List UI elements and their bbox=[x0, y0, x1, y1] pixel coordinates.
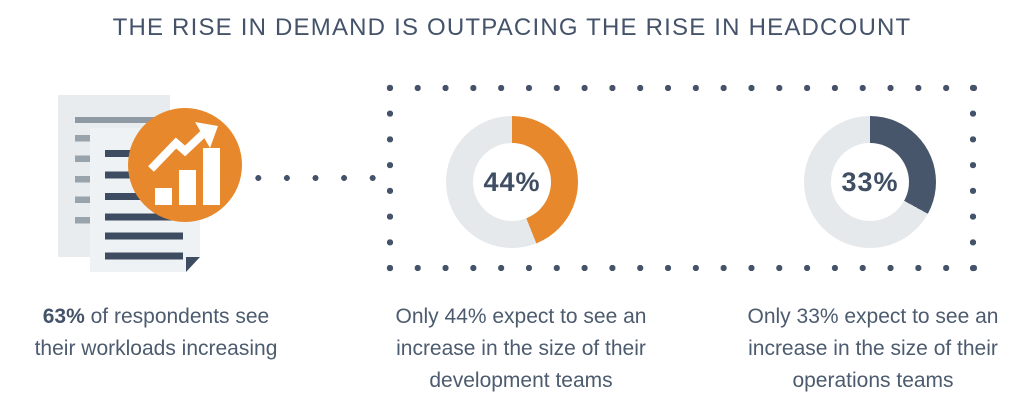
dotted-frame-left bbox=[386, 75, 394, 281]
dotted-connector bbox=[244, 174, 387, 182]
donut-hole: 33% bbox=[831, 143, 909, 221]
caption-operations-teams: Only 33% expect to see an increase in th… bbox=[747, 305, 999, 392]
donut-value-label: 44% bbox=[483, 166, 541, 197]
headline-title: THE RISE IN DEMAND IS OUTPACING THE RISE… bbox=[112, 14, 912, 41]
arrow-up-icon bbox=[195, 122, 218, 148]
donut-value-label: 33% bbox=[841, 166, 899, 197]
growth-chart-badge-icon bbox=[128, 108, 242, 222]
stat-text: of respondents see their workloads incre… bbox=[34, 305, 278, 360]
documents-growth-chart-icon bbox=[58, 95, 242, 272]
stat-value: 63% bbox=[42, 305, 85, 328]
caption-development-teams: Only 44% expect to see an increase in th… bbox=[395, 305, 647, 392]
dotted-frame-bottom bbox=[376, 264, 988, 272]
donut-chart-operations-teams: 33% bbox=[804, 116, 936, 248]
stat-caption-workloads: 63% of respondents see their workloads i… bbox=[0, 301, 312, 365]
folded-corner-icon bbox=[186, 257, 200, 272]
dotted-frame-right bbox=[969, 75, 977, 281]
donut-hole: 44% bbox=[473, 143, 551, 221]
donut-chart-development-teams: 44% bbox=[446, 116, 578, 248]
dotted-frame-top bbox=[376, 84, 988, 92]
